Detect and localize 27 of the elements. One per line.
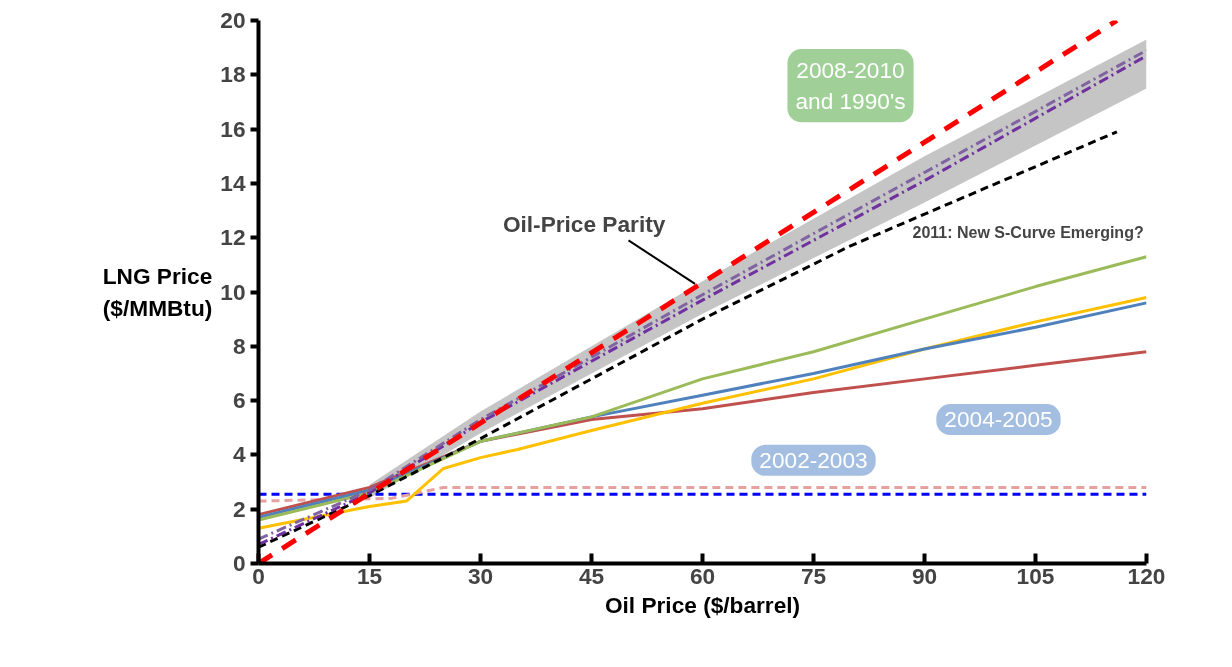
y-axis-title: LNG Price ($/MMBtu): [102, 263, 213, 321]
annotation: 2008-2010 and 1990's: [795, 57, 906, 115]
y-tick-label: 20: [220, 7, 246, 33]
x-axis-title: Oil Price ($/barrel): [604, 591, 801, 618]
x-tick-label: 60: [689, 562, 716, 589]
x-tick-label: 105: [1016, 562, 1055, 589]
x-tick-label: 45: [578, 562, 605, 589]
annotation: Oil-Price Parity: [502, 211, 666, 238]
y-tick-label: 14: [220, 169, 246, 196]
annotation: 2002-2003: [759, 446, 868, 473]
x-tick-label: 120: [1127, 562, 1166, 589]
y-tick-label: 12: [220, 224, 246, 251]
annotation: 2004-2005: [944, 406, 1053, 433]
x-tick-label: 15: [356, 562, 383, 589]
y-tick-label: 18: [220, 61, 246, 88]
y-tick-label: 2: [232, 495, 246, 522]
x-tick-label: 90: [911, 562, 938, 589]
y-tick-label: 10: [220, 278, 246, 305]
x-tick-label: 30: [467, 562, 494, 589]
y-tick-label: 4: [232, 441, 246, 468]
x-tick-label: 75: [800, 562, 827, 589]
y-tick-label: 16: [220, 115, 246, 142]
x-tick-label: 0: [252, 562, 265, 589]
y-tick-label: 8: [232, 332, 246, 359]
y-tick-label: 6: [232, 387, 246, 414]
annotation: 2011: New S-Curve Emerging?: [912, 223, 1144, 241]
line-series: [258, 255, 1147, 522]
